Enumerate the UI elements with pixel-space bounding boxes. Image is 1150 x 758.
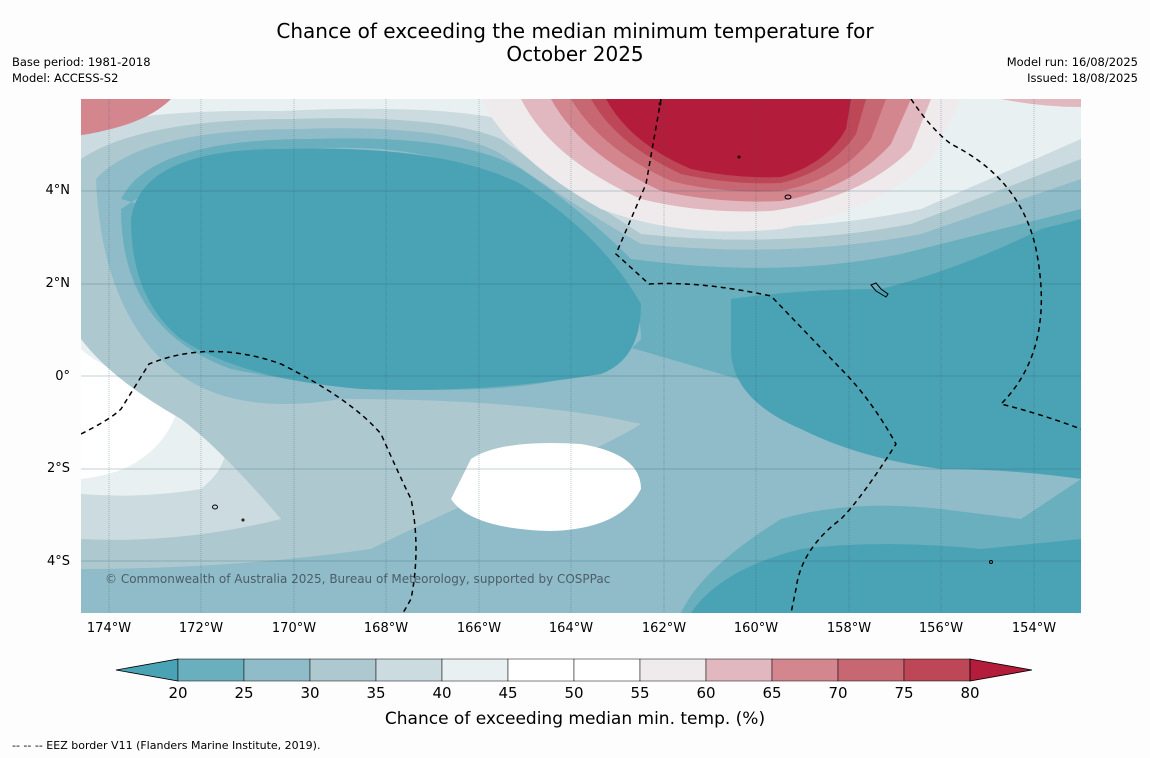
lon-label-158w: 158°W [826, 621, 872, 636]
contour-45-pocket [451, 443, 641, 531]
colorbar-segment [309, 658, 377, 682]
colorbar-tick-35: 35 [366, 684, 386, 702]
lon-label-166w: 166°W [456, 621, 502, 636]
gridlines [81, 99, 1081, 613]
probability-map [81, 99, 1081, 613]
lat-label-2n: 2°N [45, 276, 71, 291]
lon-label-154w: 154°W [1011, 621, 1057, 636]
colorbar-tick-30: 30 [300, 684, 320, 702]
colorbar [115, 658, 1033, 682]
colorbar-tick-40: 40 [432, 684, 452, 702]
colorbar-tick-45: 45 [498, 684, 518, 702]
colorbar-segment [903, 658, 971, 682]
colorbar-tick-75: 75 [894, 684, 914, 702]
lon-label-170w: 170°W [271, 621, 317, 636]
lon-label-168w: 168°W [363, 621, 409, 636]
meta-left: Base period: 1981-2018 Model: ACCESS-S2 [12, 54, 151, 86]
colorbar-segment [375, 658, 443, 682]
title-line-1: Chance of exceeding the median minimum t… [276, 19, 874, 43]
colorbar-segment [639, 658, 707, 682]
map-title: Chance of exceeding the median minimum t… [0, 20, 1150, 66]
lat-label-4n: 4°N [45, 183, 71, 198]
colorbar-tick-55: 55 [630, 684, 650, 702]
contour-west-white [81, 359, 145, 454]
colorbar-tick-60: 60 [696, 684, 716, 702]
lon-label-160w: 160°W [733, 621, 779, 636]
model-run: Model run: 16/08/2025 [1006, 55, 1138, 69]
copyright-notice: © Commonwealth of Australia 2025, Bureau… [105, 572, 611, 586]
colorbar-extend-high [969, 658, 1033, 682]
colorbar-segment [573, 658, 641, 682]
contour-northeast-warm [1001, 99, 1081, 107]
colorbar-tick-20: 20 [168, 684, 188, 702]
lon-label-164w: 164°W [548, 621, 594, 636]
lat-label-0: 0° [55, 369, 70, 384]
lon-label-172w: 172°W [178, 621, 224, 636]
lon-label-174w: 174°W [86, 621, 132, 636]
contour-80 [606, 99, 851, 178]
colorbar-segment [243, 658, 311, 682]
issued-date: Issued: 18/08/2025 [1027, 71, 1138, 85]
colorbar-extend-low [115, 658, 179, 682]
colorbar-segment [837, 658, 905, 682]
lat-label-2s: 2°S [46, 461, 70, 476]
colorbar-tick-50: 50 [564, 684, 584, 702]
contour-northwest-warm [81, 99, 171, 135]
colorbar-segment [705, 658, 773, 682]
colorbar-segment [507, 658, 575, 682]
colorbar-tick-80: 80 [960, 684, 980, 702]
colorbar-segment [771, 658, 839, 682]
eez-footnote: -- -- -- EEZ border V11 (Flanders Marine… [12, 739, 321, 752]
islands [212, 102, 993, 564]
colorbar-tick-70: 70 [828, 684, 848, 702]
model-name: Model: ACCESS-S2 [12, 71, 119, 85]
lat-label-4s: 4°S [46, 554, 70, 569]
colorbar-label: Chance of exceeding median min. temp. (%… [384, 709, 766, 729]
meta-right: Model run: 16/08/2025 Issued: 18/08/2025 [1007, 54, 1138, 86]
colorbar-segment [177, 658, 245, 682]
eez-borders [81, 99, 1081, 613]
base-period: Base period: 1981-2018 [12, 55, 151, 69]
lon-label-162w: 162°W [641, 621, 687, 636]
colorbar-tick-25: 25 [234, 684, 254, 702]
colorbar-segment [441, 658, 509, 682]
contour-below-20-south [691, 539, 1081, 613]
map-panel [81, 99, 1081, 613]
lon-label-156w: 156°W [918, 621, 964, 636]
colorbar-tick-65: 65 [762, 684, 782, 702]
title-line-2: October 2025 [506, 42, 644, 66]
